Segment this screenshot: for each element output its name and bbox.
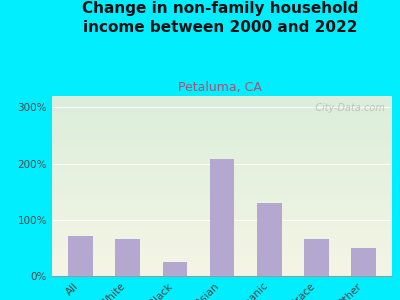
Bar [351,248,376,276]
Bar [162,262,187,276]
Bar [68,236,93,276]
Bar [115,239,140,276]
Text: Change in non-family household
income between 2000 and 2022: Change in non-family household income be… [82,2,358,35]
Text: City-Data.com: City-Data.com [309,103,385,113]
Bar [210,159,234,276]
Bar [257,203,282,276]
Bar [304,239,329,276]
Text: Petaluma, CA: Petaluma, CA [178,81,262,94]
